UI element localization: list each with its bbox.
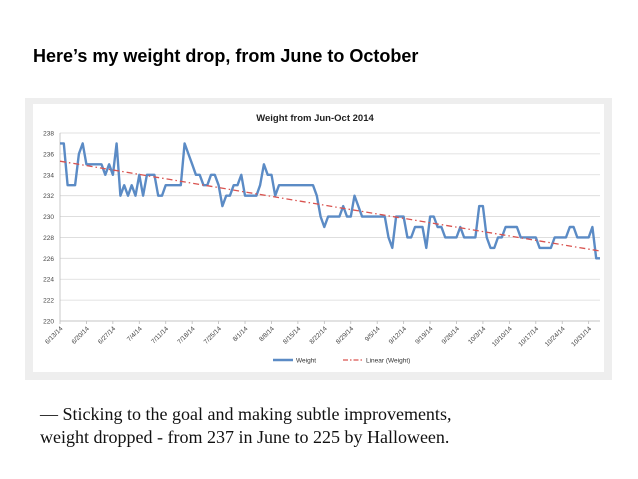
y-tick-label: 228 bbox=[43, 235, 54, 242]
y-tick-label: 234 bbox=[43, 172, 54, 179]
y-tick-label: 238 bbox=[43, 131, 54, 138]
y-tick-label: 236 bbox=[43, 151, 54, 158]
caption: — Sticking to the goal and making subtle… bbox=[40, 403, 620, 449]
y-tick-label: 232 bbox=[43, 193, 54, 200]
chart-panel: 220 222 224 226 228 230 232 234 236 238 6/13/14 6/… bbox=[25, 98, 612, 380]
linear-trend-line bbox=[59, 160, 601, 252]
slide-title: Here’s my weight drop, from June to Octo… bbox=[33, 46, 419, 66]
weight-series-line bbox=[60, 142, 600, 260]
caption-line-2: weight dropped - from 237 in June to 225… bbox=[40, 427, 450, 447]
y-tick-label: 224 bbox=[43, 277, 54, 284]
chart-background bbox=[33, 104, 604, 372]
y-tick-label: 230 bbox=[43, 214, 54, 221]
y-tick-label: 220 bbox=[43, 319, 54, 326]
chart-title: Weight from Jun-Oct 2014 bbox=[256, 113, 374, 124]
y-tick-label: 226 bbox=[43, 256, 54, 263]
legend-weight-label: Weight bbox=[296, 358, 316, 365]
y-tick-label: 222 bbox=[43, 298, 54, 305]
caption-line-1: — Sticking to the goal and making subtle… bbox=[40, 404, 452, 424]
legend-linear-label: Linear (Weight) bbox=[366, 358, 410, 365]
